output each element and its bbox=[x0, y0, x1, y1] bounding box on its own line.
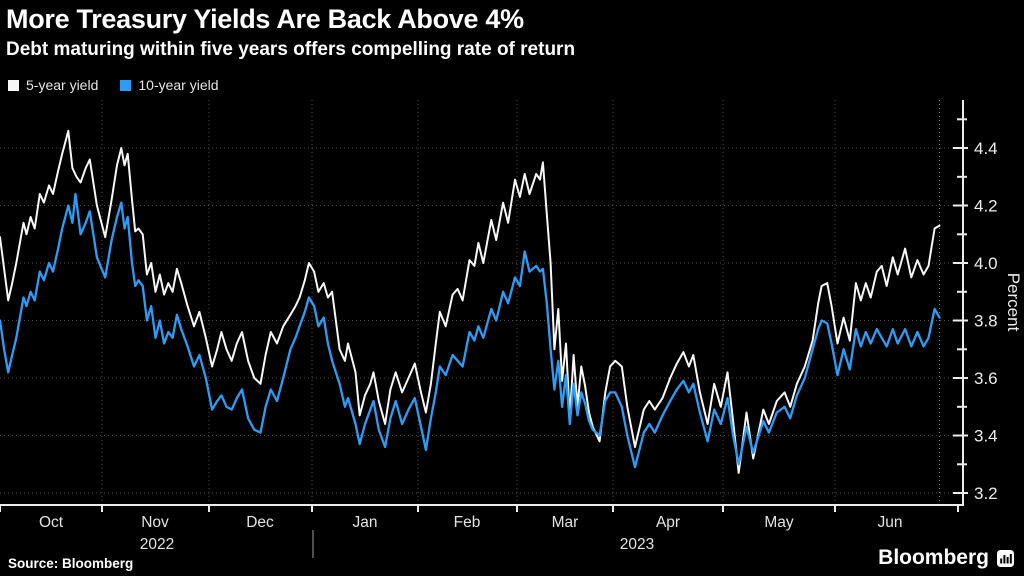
y-tick-label: 3.4 bbox=[974, 427, 998, 446]
year-label: 2022 bbox=[140, 536, 174, 553]
ten-year-swatch-icon bbox=[120, 79, 132, 91]
y-tick-label: 3.8 bbox=[974, 312, 998, 331]
y-tick-label: 4.2 bbox=[974, 197, 998, 216]
month-label: May bbox=[764, 514, 794, 531]
y-tick-label: 4.4 bbox=[974, 139, 998, 158]
y-tick-label: 3.6 bbox=[974, 369, 998, 388]
legend-item-10-year: 10-year yield bbox=[120, 77, 219, 93]
legend-item-5-year: 5-year yield bbox=[8, 77, 98, 93]
month-label: Mar bbox=[552, 514, 579, 531]
y-tick-label: 3.2 bbox=[974, 484, 998, 503]
ten-year-line bbox=[0, 192, 941, 469]
month-label: Oct bbox=[39, 514, 64, 531]
legend: 5-year yield 10-year yield bbox=[8, 77, 219, 93]
bloomberg-logo: Bloomberg bbox=[878, 546, 1014, 570]
bloomberg-chart-icon bbox=[997, 549, 1014, 567]
month-label: Dec bbox=[246, 514, 274, 531]
legend-label-5-year: 5-year yield bbox=[26, 77, 99, 93]
month-label: Jun bbox=[878, 514, 903, 531]
year-label: 2023 bbox=[620, 536, 654, 553]
five-year-line bbox=[0, 129, 941, 474]
page-subtitle: Debt maturing within five years offers c… bbox=[6, 39, 576, 60]
bloomberg-logo-text: Bloomberg bbox=[878, 546, 989, 569]
five-year-swatch-icon bbox=[8, 79, 19, 91]
y-tick-label: 4.0 bbox=[974, 254, 998, 273]
y-axis-title: Percent bbox=[1004, 273, 1023, 332]
month-label: Apr bbox=[656, 514, 680, 531]
month-label: Nov bbox=[141, 514, 169, 531]
month-label: Jan bbox=[353, 514, 378, 531]
month-label: Feb bbox=[454, 514, 481, 531]
page-title: More Treasury Yields Are Back Above 4% bbox=[6, 4, 524, 34]
source-label: Source: Bloomberg bbox=[8, 556, 134, 571]
legend-label-10-year: 10-year yield bbox=[138, 77, 219, 93]
